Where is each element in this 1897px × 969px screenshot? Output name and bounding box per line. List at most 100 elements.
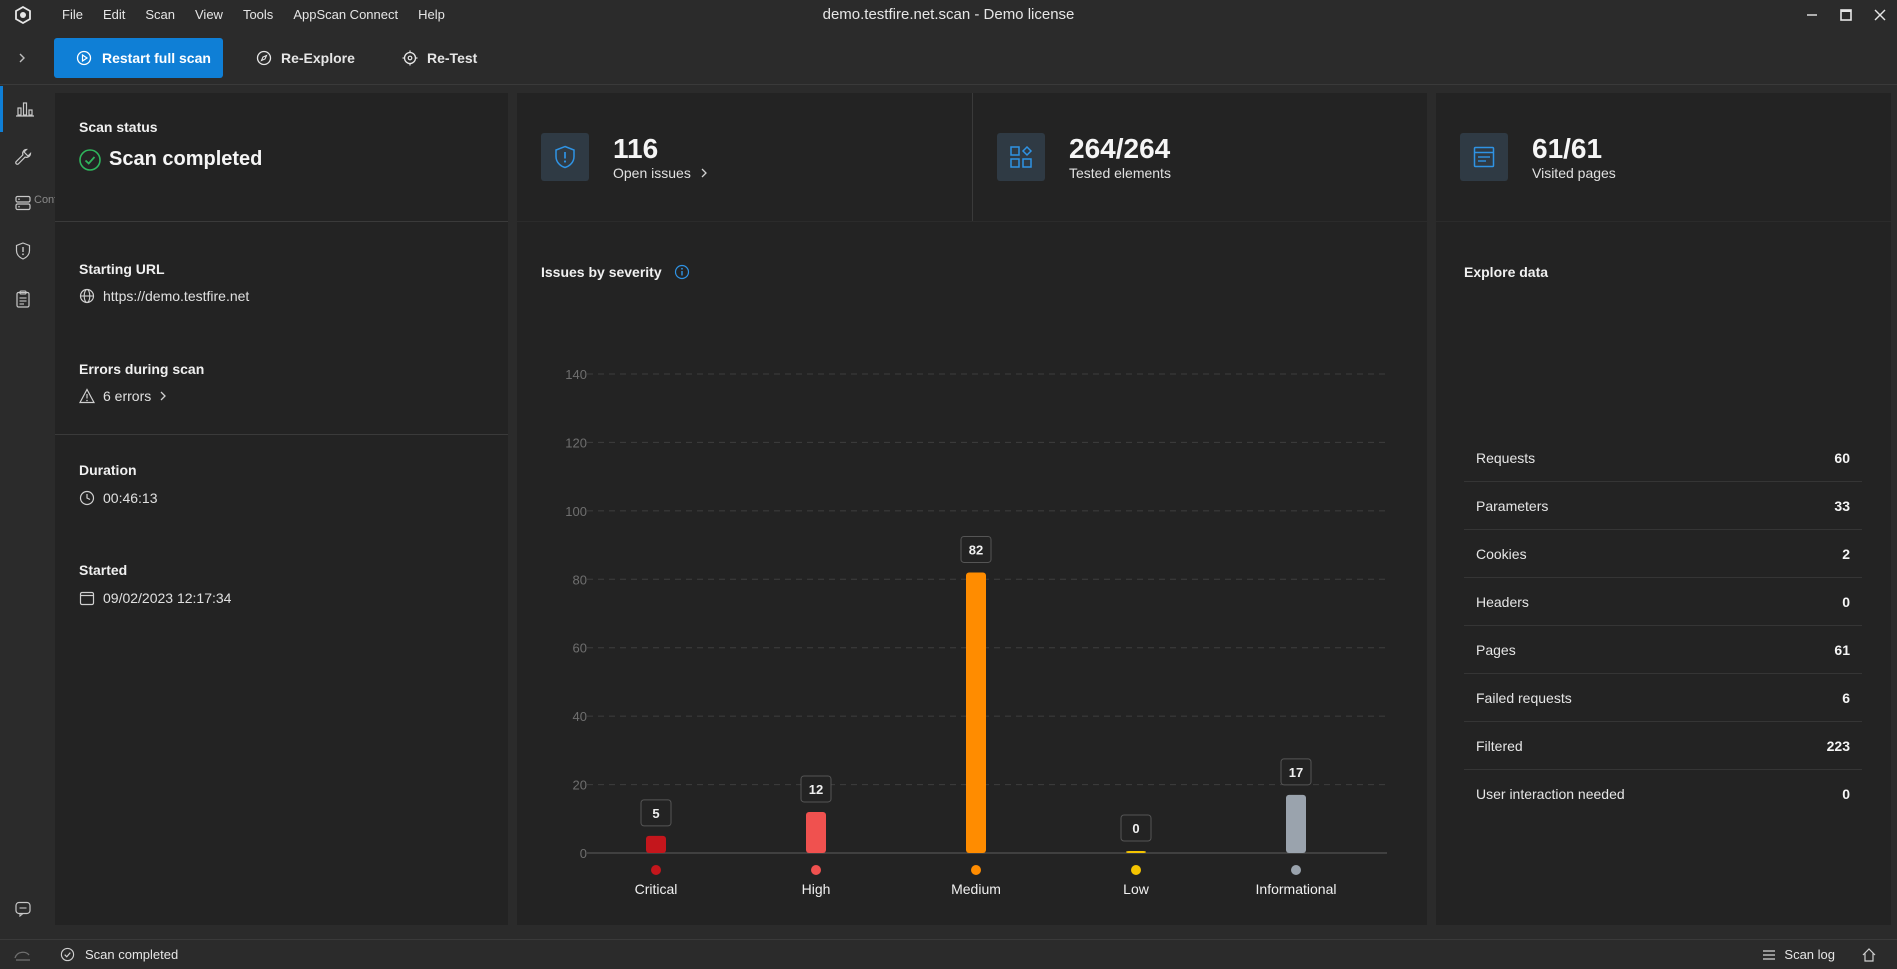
duration-value: 00:46:13 <box>103 490 158 506</box>
divider <box>55 221 508 222</box>
calendar-icon <box>79 591 95 606</box>
shield-icon <box>15 242 31 260</box>
explore-value: 6 <box>1842 689 1850 706</box>
y-tick-label: 0 <box>580 846 587 861</box>
menu-appscan-connect[interactable]: AppScan Connect <box>293 7 399 22</box>
y-tick-label: 100 <box>565 504 587 519</box>
scan-status-value: Scan completed <box>109 148 263 170</box>
target-icon <box>402 50 418 66</box>
legend-dot <box>1291 865 1301 875</box>
explore-value: 0 <box>1842 786 1850 802</box>
legend-dot <box>651 865 661 875</box>
status-text: Scan completed <box>85 947 179 962</box>
explore-value: 0 <box>1842 593 1850 610</box>
check-circle-icon <box>60 947 75 962</box>
menu-scan[interactable]: Scan <box>145 7 175 22</box>
home-icon[interactable] <box>1861 947 1877 963</box>
open-issues-label: Open issues <box>613 165 691 181</box>
compass-icon <box>256 50 272 66</box>
rail-dashboard[interactable] <box>0 86 46 132</box>
rail-feedback[interactable] <box>0 886 46 932</box>
errors-heading: Errors during scan <box>79 361 205 377</box>
visited-pages-label: Visited pages <box>1532 165 1616 181</box>
close-button[interactable] <box>1863 0 1897 30</box>
restart-full-scan-label: Restart full scan <box>102 50 211 66</box>
bar-high <box>806 811 826 853</box>
re-explore-button[interactable]: Re-Explore <box>256 38 355 78</box>
menu-help[interactable]: Help <box>418 7 445 22</box>
legend-dot <box>811 865 821 875</box>
started: 09/02/2023 12:17:34 <box>79 590 231 606</box>
document-icon <box>1473 146 1495 168</box>
errors-link[interactable]: 6 errors <box>79 388 167 404</box>
explore-value: 61 <box>1834 641 1850 658</box>
bar-value-label: 82 <box>969 542 983 557</box>
chevron-right-icon <box>160 391 167 401</box>
bar-value-label: 5 <box>652 806 659 821</box>
maximize-button[interactable] <box>1829 0 1863 30</box>
rail-configuration[interactable] <box>0 134 46 180</box>
category-label: High <box>802 881 831 897</box>
explore-label: User interaction needed <box>1476 786 1625 802</box>
explore-row-requests: Requests 60 <box>1464 434 1862 482</box>
explore-value: 2 <box>1842 545 1850 562</box>
re-test-button[interactable]: Re-Test <box>402 38 477 78</box>
info-icon[interactable] <box>674 264 690 280</box>
category-label: Informational <box>1256 881 1337 897</box>
warning-icon <box>79 388 95 404</box>
menu-tools[interactable]: Tools <box>242 7 274 22</box>
restart-full-scan-button[interactable]: Restart full scan <box>54 38 223 78</box>
sync-icon <box>14 951 30 961</box>
explore-label: Cookies <box>1476 545 1527 562</box>
y-tick-label: 20 <box>573 778 587 793</box>
maximize-icon <box>1840 9 1852 21</box>
globe-icon <box>79 288 95 304</box>
explore-row-headers: Headers 0 <box>1464 578 1862 626</box>
window-controls <box>1795 0 1897 30</box>
rail-reports[interactable] <box>0 276 46 322</box>
divider <box>972 93 973 221</box>
value-badge <box>1280 758 1312 786</box>
starting-url-value[interactable]: https://demo.testfire.net <box>103 288 250 304</box>
open-issues-link[interactable]: Open issues <box>613 165 708 181</box>
open-issues-value: 116 <box>613 133 659 164</box>
scan-log-button[interactable]: Scan log <box>1762 947 1835 962</box>
y-tick-label: 40 <box>573 709 587 724</box>
bar-chart-icon <box>15 102 34 117</box>
bar-medium <box>966 572 986 853</box>
check-circle-icon <box>79 148 101 171</box>
open-issues-stat: 116 Open issues <box>541 133 708 181</box>
scan-details-panel: Scan status Scan completed Starting URL … <box>55 93 508 925</box>
duration: 00:46:13 <box>79 490 158 506</box>
value-badge <box>1120 814 1152 842</box>
category-label: Medium <box>951 881 1001 897</box>
chat-icon <box>15 901 31 917</box>
explore-label: Pages <box>1476 641 1516 658</box>
bar-critical <box>646 835 666 853</box>
explore-value: 223 <box>1826 737 1850 754</box>
expand-sidebar-button[interactable] <box>12 48 32 68</box>
rail-data[interactable] <box>0 180 46 226</box>
scan-status-heading: Scan status <box>79 119 158 135</box>
scan-log-label: Scan log <box>1784 947 1835 962</box>
explore-row-pages: Pages 61 <box>1464 626 1862 674</box>
errors-value: 6 errors <box>103 388 152 404</box>
bar-low <box>1126 851 1146 853</box>
menu-view[interactable]: View <box>195 7 223 22</box>
bar-value-label: 0 <box>1132 821 1139 836</box>
minimize-button[interactable] <box>1795 0 1829 30</box>
menu-edit[interactable]: Edit <box>102 7 126 22</box>
title-bar: File Edit Scan View Tools AppScan Connec… <box>0 0 1897 30</box>
explore-heading: Explore data <box>1464 264 1549 280</box>
legend-dot <box>1131 865 1141 875</box>
menu-file[interactable]: File <box>62 7 83 22</box>
explore-data-panel: Explore data Requests 60 Parameters 33 Coo… <box>1436 222 1891 925</box>
visited-pages-stat: 61/61 Visited pages <box>1460 133 1616 181</box>
duration-heading: Duration <box>79 462 137 478</box>
status-indicator: Scan completed <box>60 947 178 962</box>
started-value: 09/02/2023 12:17:34 <box>103 590 232 606</box>
explore-label: Filtered <box>1476 737 1523 754</box>
close-icon <box>1874 9 1886 21</box>
rail-issues[interactable] <box>0 228 46 274</box>
wrench-icon <box>15 148 32 165</box>
